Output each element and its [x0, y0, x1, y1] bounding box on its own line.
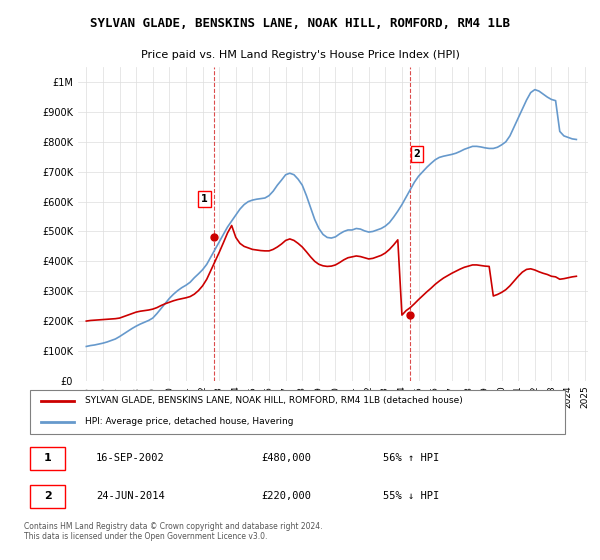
- Text: SYLVAN GLADE, BENSKINS LANE, NOAK HILL, ROMFORD, RM4 1LB (detached house): SYLVAN GLADE, BENSKINS LANE, NOAK HILL, …: [85, 396, 463, 405]
- FancyBboxPatch shape: [29, 447, 65, 470]
- Text: 55% ↓ HPI: 55% ↓ HPI: [383, 491, 439, 501]
- Text: £220,000: £220,000: [262, 491, 311, 501]
- FancyBboxPatch shape: [29, 390, 565, 435]
- Text: SYLVAN GLADE, BENSKINS LANE, NOAK HILL, ROMFORD, RM4 1LB: SYLVAN GLADE, BENSKINS LANE, NOAK HILL, …: [90, 17, 510, 30]
- Text: 24-JUN-2014: 24-JUN-2014: [96, 491, 164, 501]
- Text: 1: 1: [201, 194, 208, 204]
- Text: Contains HM Land Registry data © Crown copyright and database right 2024.
This d: Contains HM Land Registry data © Crown c…: [24, 522, 323, 542]
- FancyBboxPatch shape: [29, 484, 65, 508]
- Text: Price paid vs. HM Land Registry's House Price Index (HPI): Price paid vs. HM Land Registry's House …: [140, 50, 460, 60]
- Text: 2: 2: [44, 491, 52, 501]
- Text: HPI: Average price, detached house, Havering: HPI: Average price, detached house, Have…: [85, 417, 293, 426]
- Text: 2: 2: [413, 149, 421, 159]
- Text: 16-SEP-2002: 16-SEP-2002: [96, 454, 164, 464]
- Text: £480,000: £480,000: [262, 454, 311, 464]
- Text: 1: 1: [44, 454, 52, 464]
- Text: 56% ↑ HPI: 56% ↑ HPI: [383, 454, 439, 464]
